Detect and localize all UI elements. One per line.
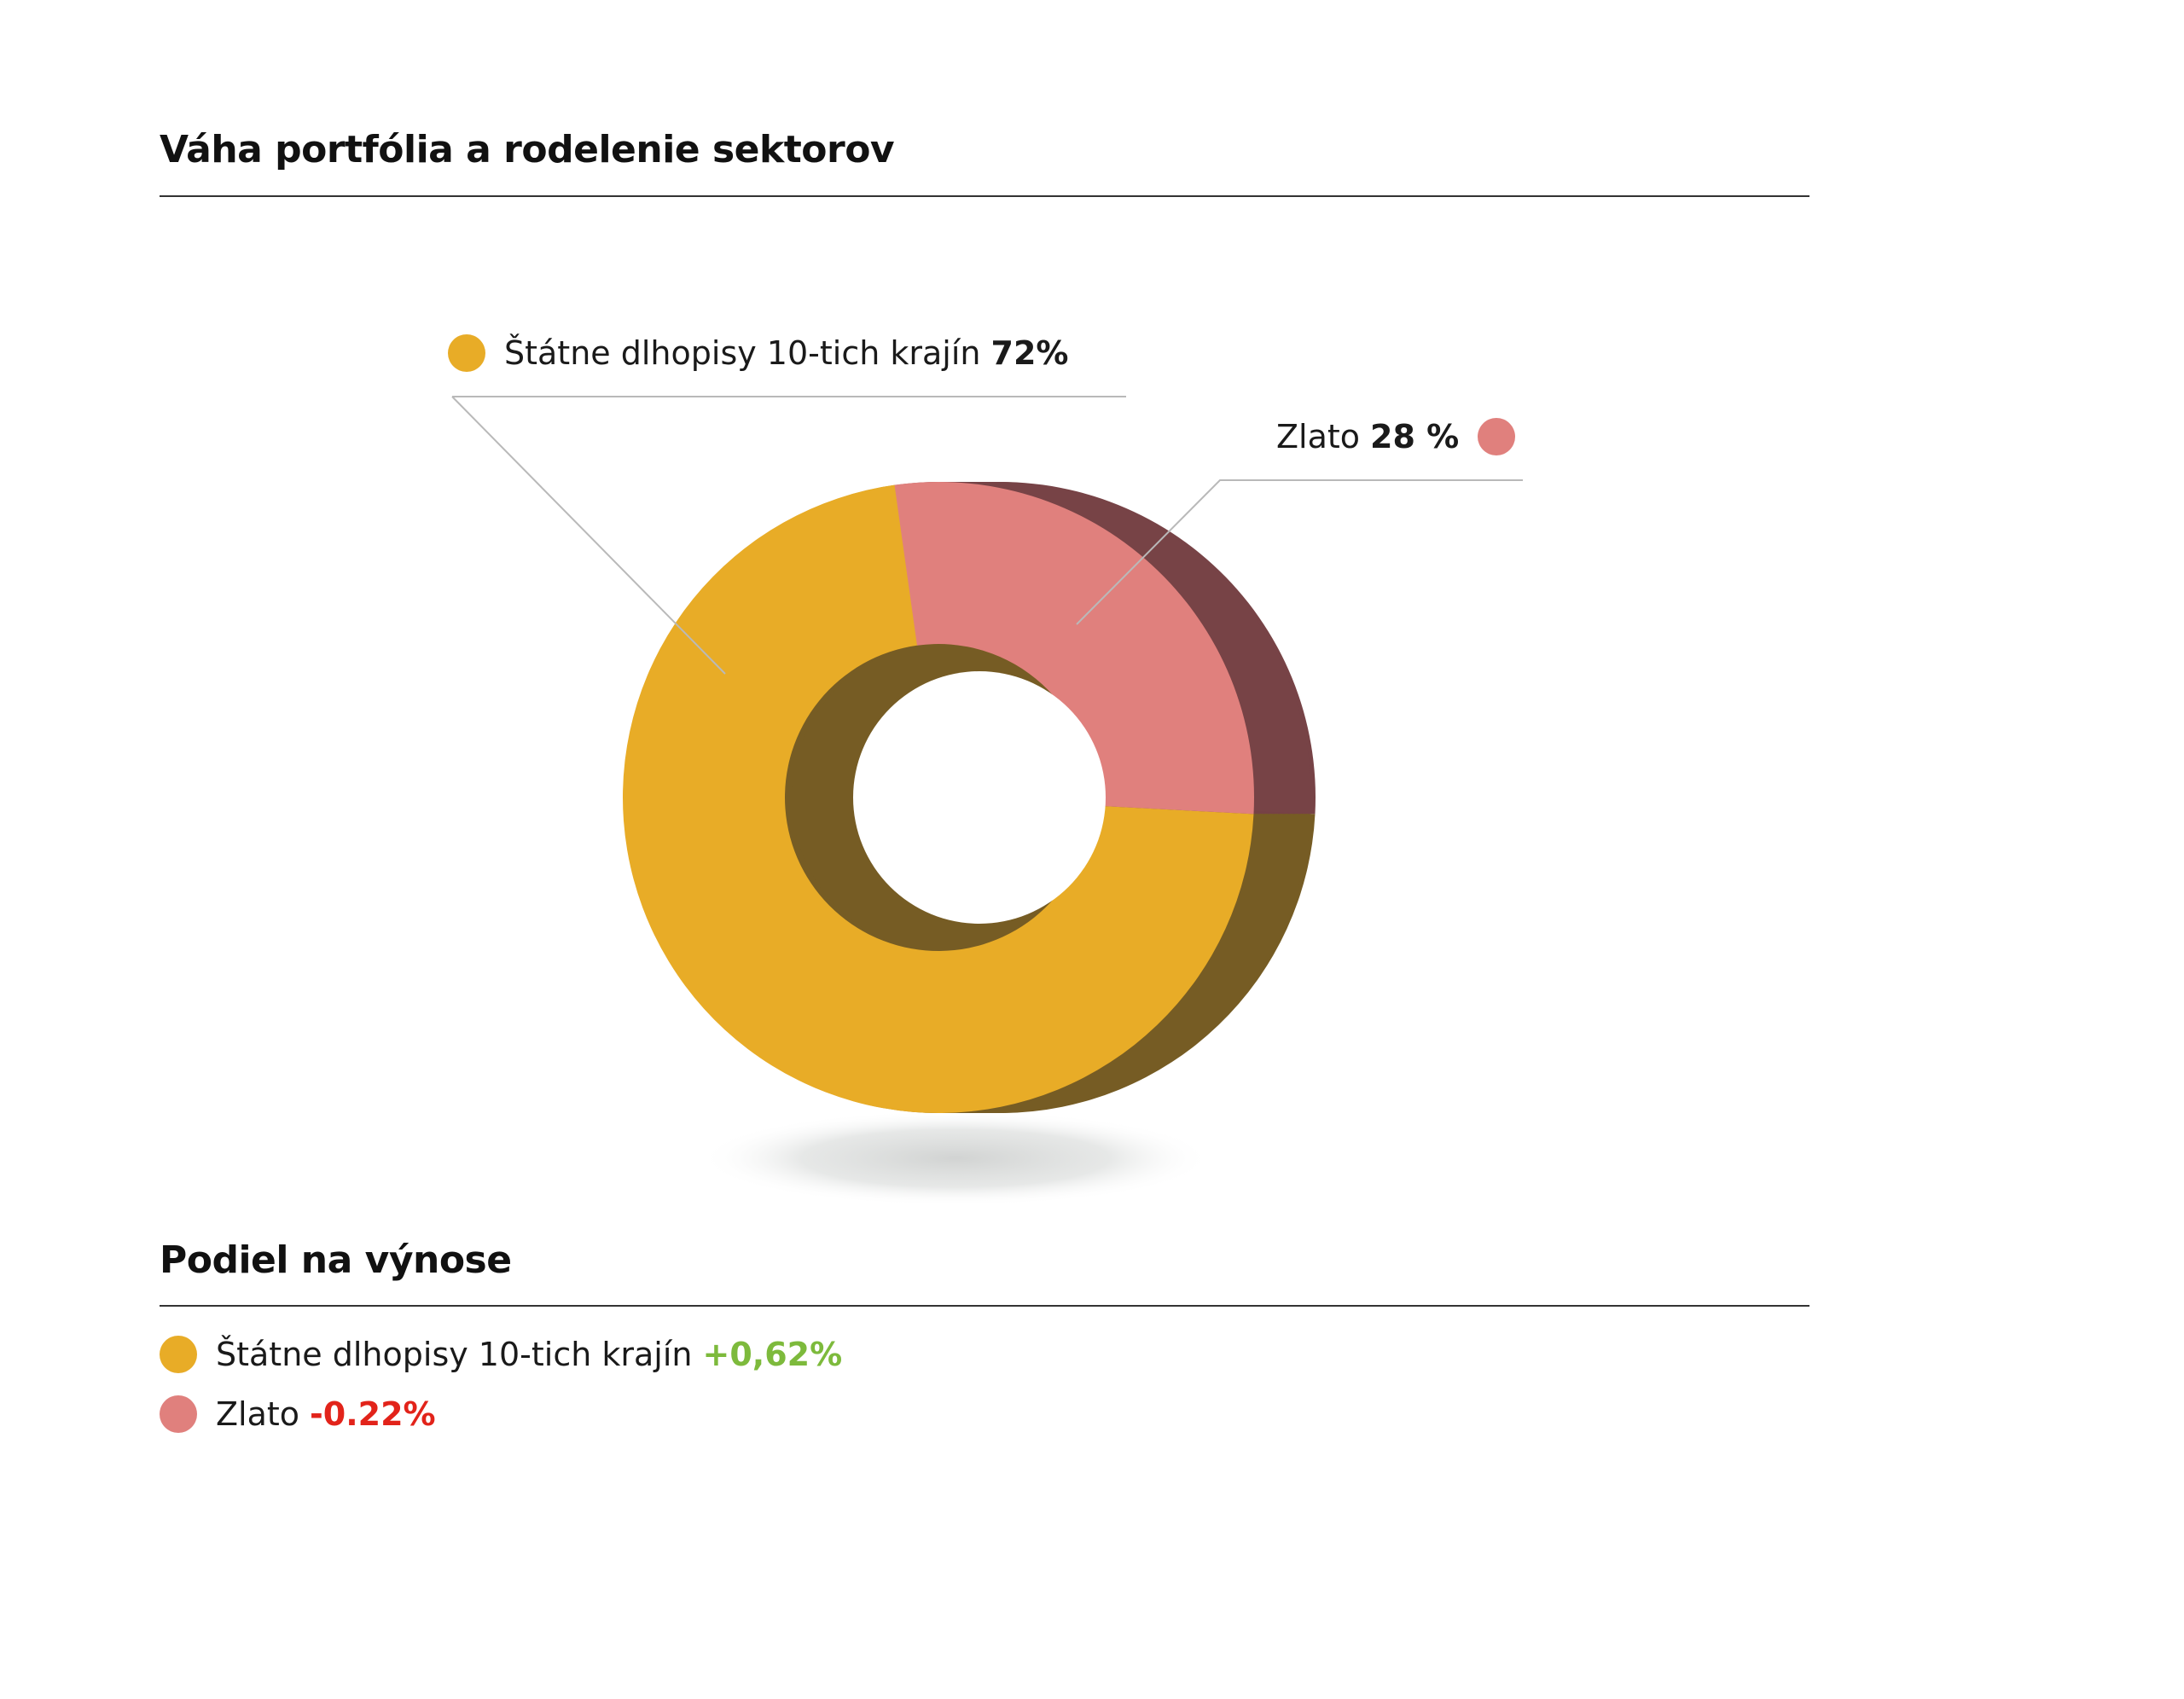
gold-label-value: 28 % [1370, 418, 1460, 455]
donut-slice-gold [894, 482, 1254, 815]
returns-gold-value: -0.22% [310, 1395, 436, 1433]
section-divider [160, 1305, 1809, 1307]
section-title-returns: Podiel na výnose [160, 1238, 512, 1282]
donut-hole [853, 671, 1106, 924]
bonds-label-value: 72% [990, 334, 1069, 372]
returns-item-bonds: Štátne dlhopisy 10-tich krajín +0,62% [160, 1336, 842, 1373]
returns-item-gold: Zlato -0.22% [160, 1395, 436, 1433]
returns-bonds-dot [160, 1336, 197, 1373]
gold-color-dot [1478, 418, 1516, 455]
bonds-color-dot [448, 334, 485, 372]
returns-bonds-name: Štátne dlhopisy 10-tich krajín [216, 1336, 693, 1373]
section-title-weights: Váha portfólia a rodelenie sektorov [160, 128, 895, 171]
chart-shadow [700, 1110, 1211, 1206]
returns-gold-dot [160, 1395, 197, 1433]
returns-gold-name: Zlato [216, 1395, 300, 1433]
section-divider [160, 195, 1809, 197]
donut-slice-bonds [623, 484, 1254, 1113]
slice-label-bonds: Štátne dlhopisy 10-tich krajín 72% [448, 334, 1068, 372]
gold-label-name: Zlato [1276, 418, 1361, 455]
slice-label-gold: Zlato 28 % [1276, 418, 1516, 455]
leader-line-bonds-pointer [451, 396, 726, 675]
leader-line-gold [1076, 479, 1523, 625]
bonds-label-name: Štátne dlhopisy 10-tich krajín [504, 334, 981, 372]
returns-bonds-value: +0,62% [702, 1336, 843, 1373]
